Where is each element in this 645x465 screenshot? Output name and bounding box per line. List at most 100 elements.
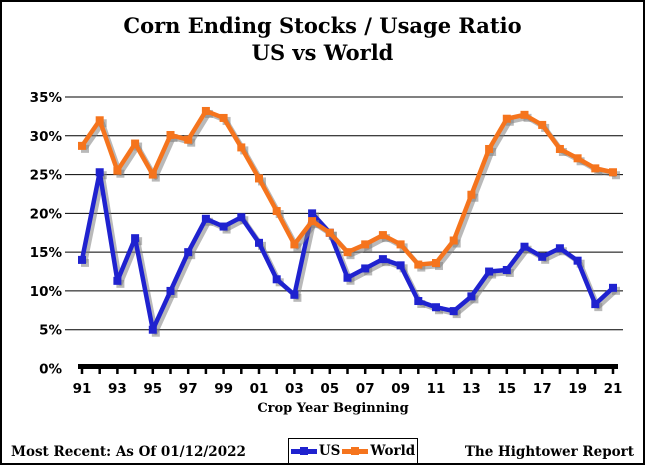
us-data-marker	[166, 286, 175, 295]
x-axis-label: 05	[320, 381, 339, 397]
x-axis-tick	[310, 369, 314, 374]
us-data-marker	[432, 303, 440, 312]
world-data-marker	[520, 110, 529, 119]
x-axis-label: 01	[250, 381, 269, 397]
chart-title-line1: Corn Ending Stocks / Usage Ratio	[123, 13, 522, 38]
us-data-marker	[361, 264, 370, 273]
source-label: The Hightower Report	[464, 444, 634, 460]
world-data-marker	[184, 135, 193, 144]
us-data-marker	[449, 307, 458, 316]
y-axis-label: 35%	[30, 90, 63, 106]
legend-label-world: World	[370, 443, 416, 459]
x-axis-tick	[523, 369, 526, 374]
world-line-swatch	[342, 446, 369, 455]
x-axis-label: 93	[108, 381, 127, 397]
us-data-marker	[308, 209, 317, 218]
x-axis-tick	[222, 369, 225, 374]
us-data-marker	[255, 238, 263, 247]
world-data-marker	[308, 217, 317, 226]
x-axis-tick	[293, 369, 296, 374]
x-axis-tick	[540, 369, 544, 374]
us-data-marker	[396, 261, 405, 270]
us-data-marker	[131, 234, 140, 243]
us-data-marker	[573, 256, 582, 265]
world-data-marker	[502, 114, 511, 123]
world-data-marker	[148, 170, 157, 179]
us-data-marker	[467, 292, 476, 301]
us-data-marker	[520, 242, 529, 251]
x-axis-tick	[80, 369, 84, 374]
world-data-marker	[396, 240, 405, 249]
x-axis-label: 19	[568, 381, 587, 397]
x-axis-label: 15	[497, 381, 516, 397]
world-data-marker	[609, 168, 617, 177]
x-axis	[78, 364, 618, 369]
x-axis-label: 97	[179, 381, 198, 397]
us-data-marker	[502, 265, 511, 274]
world-data-marker	[573, 154, 582, 163]
us-data-marker	[78, 255, 86, 264]
x-axis-label: 07	[356, 381, 375, 397]
world-data-marker	[325, 228, 334, 237]
x-axis-tick	[328, 369, 332, 374]
us-data-marker	[485, 267, 494, 276]
x-axis-tick	[611, 369, 615, 374]
x-axis-tick	[257, 369, 261, 374]
world-data-marker	[414, 260, 423, 269]
us-data-marker	[113, 276, 122, 285]
us-data-marker	[538, 252, 547, 261]
x-axis-tick	[487, 369, 491, 374]
world-data-marker	[237, 143, 246, 152]
world-data-marker	[361, 240, 370, 249]
x-axis-label: 99	[214, 381, 233, 397]
us-data-marker	[591, 300, 600, 309]
x-axis-tick	[399, 369, 402, 374]
world-data-marker	[538, 120, 547, 129]
us-data-marker	[272, 275, 281, 284]
world-data-marker	[272, 207, 281, 216]
x-axis-label: 17	[533, 381, 552, 397]
y-axis-label: 25%	[30, 168, 63, 184]
world-data-marker	[131, 139, 140, 148]
us-data-marker	[378, 255, 387, 264]
us-data-marker	[148, 325, 157, 334]
x-axis-tick	[434, 369, 438, 374]
world-data-marker	[555, 144, 564, 153]
x-axis-tick	[116, 369, 119, 374]
x-axis-tick	[470, 369, 473, 374]
us-data-marker	[219, 222, 228, 231]
chart-title: Corn Ending Stocks / Usage Ratio US vs W…	[2, 12, 643, 66]
x-axis-tick	[186, 369, 190, 374]
x-axis-tick	[346, 369, 349, 374]
world-data-marker	[449, 236, 458, 245]
x-axis-tick	[558, 369, 562, 374]
world-data-marker	[166, 131, 175, 140]
world-marker-icon	[351, 446, 360, 455]
y-axis-label: 30%	[30, 129, 63, 145]
world-data-marker	[290, 240, 299, 249]
world-data-marker	[378, 231, 387, 240]
x-axis-tick	[381, 369, 385, 374]
world-data-marker	[485, 144, 494, 153]
x-axis-tick	[594, 369, 597, 374]
world-line-shadow	[83, 111, 617, 270]
y-axis-label: 5%	[39, 323, 62, 339]
x-axis-tick	[133, 369, 137, 374]
x-axis-tick	[417, 369, 420, 374]
most-recent-label: Most Recent: As Of 01/12/2022	[11, 444, 246, 460]
x-axis-label: 95	[143, 381, 162, 397]
x-axis-tick	[240, 369, 243, 374]
us-data-marker	[343, 273, 352, 282]
us-data-marker	[95, 168, 104, 177]
us-data-marker	[237, 213, 246, 222]
x-axis-tick	[452, 369, 455, 374]
us-data-marker	[555, 244, 564, 253]
world-data-marker	[255, 174, 263, 183]
world-data-marker	[78, 141, 86, 150]
x-axis-tick	[98, 369, 101, 374]
x-axis-label: 09	[391, 381, 410, 397]
legend-item-us: US	[290, 443, 340, 459]
x-axis-tick	[169, 369, 172, 374]
